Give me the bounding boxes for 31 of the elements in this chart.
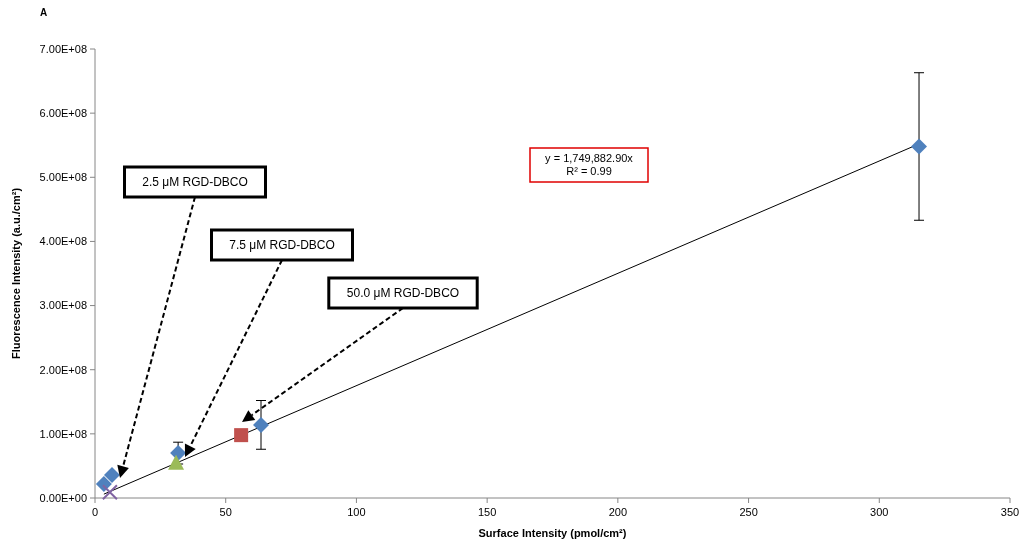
x-tick-label: 0: [91, 506, 99, 518]
x-tick-label: 300: [870, 506, 889, 518]
annotation: 2.5 μM RGD-DBCO: [142, 175, 248, 190]
annotation: 50.0 μM RGD-DBCO: [346, 286, 460, 301]
y-tick-label: 5.00E+08: [39, 171, 87, 184]
annotation: 7.5 μM RGD-DBCO: [229, 238, 335, 253]
point: [234, 428, 249, 443]
text: A: [40, 7, 48, 18]
x-tick-label: 350: [1000, 506, 1020, 518]
y-tick-label: 4.00E+08: [39, 235, 87, 248]
x-axis-title: Surface Intensity (pmol/cm²): [478, 527, 627, 539]
y-tick-label: 7.00E+08: [39, 42, 87, 55]
y-tick-label: 1.00E+08: [39, 427, 87, 440]
y-tick-label: 2.00E+08: [39, 363, 87, 376]
x-tick-label: 50: [219, 506, 232, 518]
y-axis-title: Fluorescence Intensity (a.u./cm²): [10, 187, 22, 360]
y-tick-label: 0.00E+00: [39, 491, 87, 504]
point: [253, 416, 270, 433]
point: [911, 138, 928, 155]
x-tick-label: 150: [477, 506, 497, 518]
x-tick-label: 200: [608, 506, 628, 518]
point: [95, 475, 112, 492]
x-tick-label: 250: [739, 506, 758, 518]
x-tick-label: 100: [347, 506, 366, 518]
point: [170, 445, 187, 462]
point: [168, 454, 185, 470]
point: [103, 466, 120, 483]
annotation: y = 1,749,882.90x R² = 0.99: [545, 152, 634, 177]
y-tick-label: 3.00E+08: [39, 299, 87, 312]
point: [101, 484, 118, 501]
y-tick-label: 6.00E+08: [39, 106, 87, 119]
